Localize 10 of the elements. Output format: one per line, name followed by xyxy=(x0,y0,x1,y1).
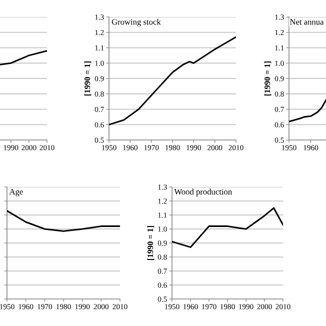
chart-title: Age xyxy=(9,188,23,196)
chart-title: Wood production xyxy=(174,188,232,196)
y-axis-title: [1990 = 1] xyxy=(264,61,272,96)
line-series xyxy=(109,36,236,126)
y-axis-title: [1990 = 1] xyxy=(84,61,92,96)
chart-title: Growing stock xyxy=(112,18,161,26)
line-series xyxy=(289,99,326,122)
line-series xyxy=(172,207,283,248)
chart-title: Net annua xyxy=(290,19,324,25)
y-axis-title: [1990 = 1] xyxy=(147,226,154,260)
